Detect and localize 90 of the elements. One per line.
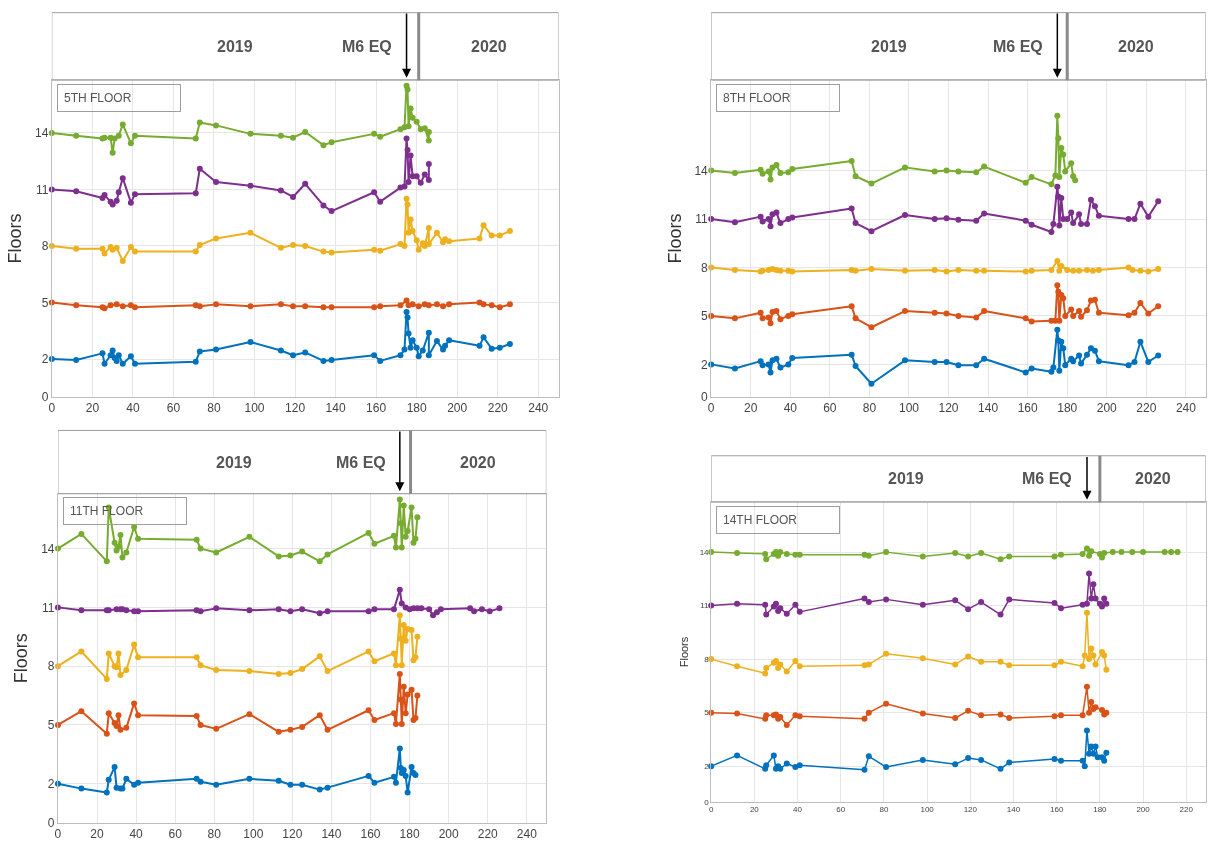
text: 2019 bbox=[888, 470, 924, 487]
y-tick-label: 5 bbox=[41, 295, 49, 310]
x-tick-label: 240 bbox=[1175, 401, 1197, 416]
x-tick-label: 140 bbox=[978, 401, 999, 416]
x-tick-label: 140 bbox=[321, 827, 342, 842]
y-axis-title: Floors bbox=[11, 633, 32, 684]
text: 2019 bbox=[871, 38, 907, 55]
x-tick-label: 80 bbox=[207, 401, 221, 416]
x-tick-label: 40 bbox=[793, 805, 803, 815]
text: 2019 bbox=[216, 454, 252, 471]
x-tick-label: 160 bbox=[1017, 401, 1038, 416]
x-tick-label: 40 bbox=[129, 827, 144, 842]
text: 2020 bbox=[1118, 38, 1154, 55]
y-tick-label: 14 bbox=[694, 163, 709, 178]
x-tick-label: 160 bbox=[366, 401, 387, 416]
x-tick-label: 180 bbox=[1057, 401, 1078, 416]
x-tick-label: 180 bbox=[1093, 805, 1108, 815]
y-tick-label: 5 bbox=[704, 708, 710, 718]
x-tick-label: 60 bbox=[823, 401, 837, 416]
x-tick-label: 180 bbox=[399, 827, 420, 842]
text: M6 EQ bbox=[993, 38, 1043, 55]
x-tick-label: 100 bbox=[898, 401, 920, 416]
x-tick-label: 20 bbox=[85, 401, 100, 416]
y-axis-title: Floors bbox=[678, 636, 691, 668]
x-tick-label: 140 bbox=[325, 401, 346, 416]
x-tick-label: 40 bbox=[126, 401, 140, 416]
x-tick-label: 200 bbox=[1136, 805, 1151, 815]
y-tick-label: 11 bbox=[35, 182, 49, 197]
x-tick-label: 120 bbox=[285, 401, 306, 416]
text: 2020 bbox=[471, 38, 507, 55]
text: 14TH FLOOR bbox=[723, 513, 798, 527]
x-tick-label: 100 bbox=[243, 827, 264, 842]
y-axis-title: Floors bbox=[5, 213, 26, 264]
x-tick-label: 220 bbox=[477, 827, 499, 842]
y-tick-label: 0 bbox=[47, 816, 55, 831]
x-tick-label: 240 bbox=[516, 827, 538, 842]
x-tick-label: 100 bbox=[244, 401, 265, 416]
y-tick-label: 8 bbox=[47, 659, 55, 674]
text: 5TH FLOOR bbox=[64, 91, 132, 105]
x-tick-label: 20 bbox=[744, 401, 758, 416]
y-tick-label: 11 bbox=[695, 212, 709, 227]
y-tick-label: 14 bbox=[35, 126, 49, 141]
x-tick-label: 80 bbox=[207, 827, 222, 842]
x-tick-label: 180 bbox=[406, 401, 427, 416]
x-tick-label: 220 bbox=[1179, 805, 1194, 815]
y-tick-label: 8 bbox=[41, 239, 49, 254]
y-tick-label: 0 bbox=[701, 389, 709, 404]
text: M6 EQ bbox=[342, 38, 392, 55]
text: 2020 bbox=[460, 454, 496, 471]
x-tick-label: 20 bbox=[749, 805, 760, 815]
x-tick-label: 80 bbox=[862, 401, 877, 416]
x-tick-label: 20 bbox=[90, 827, 105, 842]
y-tick-label: 5 bbox=[47, 718, 55, 733]
text: M6 EQ bbox=[336, 454, 386, 471]
x-tick-label: 120 bbox=[282, 827, 303, 842]
y-tick-label: 2 bbox=[47, 776, 55, 791]
y-tick-label: 8 bbox=[704, 654, 710, 664]
text: 8TH FLOOR bbox=[723, 91, 791, 105]
x-tick-label: 120 bbox=[938, 401, 959, 416]
y-axis-title: Floors bbox=[664, 213, 685, 264]
y-tick-label: 14 bbox=[41, 541, 55, 556]
x-tick-label: 60 bbox=[166, 401, 181, 416]
text: 2020 bbox=[1135, 470, 1171, 487]
y-tick-label: 2 bbox=[704, 761, 710, 771]
x-tick-label: 140 bbox=[1006, 805, 1021, 815]
x-tick-label: 120 bbox=[963, 805, 978, 815]
x-tick-label: 220 bbox=[1136, 401, 1157, 416]
x-tick-label: 60 bbox=[168, 827, 183, 842]
x-tick-label: 160 bbox=[360, 827, 381, 842]
y-tick-label: 0 bbox=[704, 797, 710, 807]
text: M6 EQ bbox=[1022, 470, 1072, 487]
x-tick-label: 100 bbox=[920, 805, 935, 815]
y-tick-label: 14 bbox=[699, 547, 710, 557]
y-tick-label: 2 bbox=[701, 357, 709, 372]
x-tick-label: 40 bbox=[783, 401, 798, 416]
y-tick-label: 11 bbox=[42, 600, 55, 615]
y-tick-label: 11 bbox=[700, 601, 710, 611]
y-tick-label: 5 bbox=[701, 309, 709, 324]
x-tick-label: 200 bbox=[1096, 401, 1118, 416]
x-tick-label: 160 bbox=[1050, 805, 1064, 815]
x-tick-label: 80 bbox=[879, 805, 889, 815]
x-tick-label: 200 bbox=[438, 827, 459, 842]
x-tick-label: 200 bbox=[447, 401, 468, 416]
y-tick-label: 2 bbox=[41, 352, 49, 367]
x-tick-label: 220 bbox=[487, 401, 509, 416]
y-tick-label: 8 bbox=[701, 260, 709, 275]
x-tick-label: 60 bbox=[836, 805, 846, 815]
x-tick-label: 240 bbox=[528, 401, 549, 416]
y-tick-label: 0 bbox=[41, 389, 49, 404]
text: 2019 bbox=[217, 38, 253, 55]
